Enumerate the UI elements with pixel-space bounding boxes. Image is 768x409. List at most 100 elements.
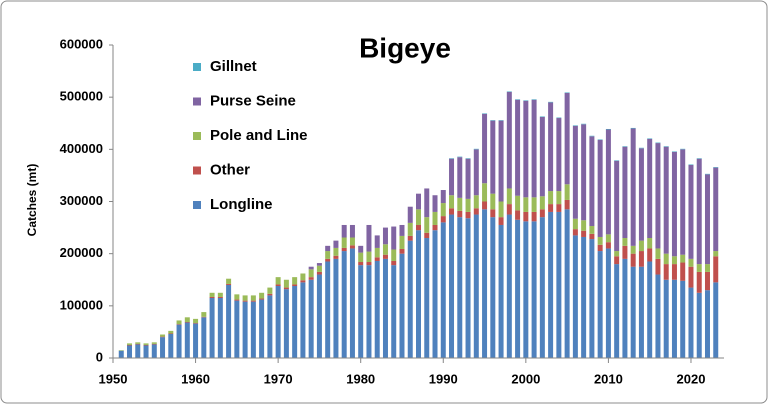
bar-segment xyxy=(391,226,397,250)
bar-segment xyxy=(432,224,438,231)
bar-segment xyxy=(704,290,710,358)
bar-segment xyxy=(688,164,694,259)
bar-segment xyxy=(391,249,397,261)
bar-segment xyxy=(399,224,405,236)
legend-label: Other xyxy=(210,161,250,178)
bar-segment xyxy=(647,261,653,358)
legend-swatch xyxy=(193,97,201,106)
bar-segment xyxy=(358,265,364,358)
bar-segment xyxy=(671,279,677,358)
bar-segment xyxy=(465,211,471,219)
bar-segment xyxy=(432,195,438,212)
bar-segment xyxy=(176,324,182,325)
bar-segment xyxy=(308,266,314,270)
bar-segment xyxy=(548,102,554,192)
bar-segment xyxy=(407,206,413,223)
bar-segment xyxy=(209,296,215,299)
bar-segment xyxy=(449,208,455,215)
bar-segment xyxy=(523,197,529,212)
bar-segment xyxy=(506,188,512,205)
bar-segment xyxy=(473,208,479,215)
legend-label: Purse Seine xyxy=(210,92,296,109)
bar-segment xyxy=(250,295,256,301)
bar-segment xyxy=(647,138,653,239)
bar-segment xyxy=(473,195,479,209)
bar-segment xyxy=(564,184,570,200)
bar-segment xyxy=(589,136,595,227)
bar-segment xyxy=(457,210,463,218)
legend-swatch xyxy=(193,166,201,175)
bar-segment xyxy=(515,99,521,100)
bar-segment xyxy=(292,286,298,358)
bar-segment xyxy=(539,209,545,218)
bar-segment xyxy=(564,199,570,210)
bar-segment xyxy=(358,262,364,266)
bar-segment xyxy=(531,221,537,358)
bar-segment xyxy=(151,342,157,344)
bar-segment xyxy=(482,113,488,114)
bar-segment xyxy=(217,298,223,358)
bar-segment xyxy=(341,247,347,252)
bar-segment xyxy=(440,190,446,204)
bar-segment xyxy=(473,149,479,196)
bar-segment xyxy=(597,139,603,237)
bar-segment xyxy=(614,256,620,265)
bar-segment xyxy=(663,146,669,147)
bar-segment xyxy=(349,248,355,358)
bar-segment xyxy=(680,148,686,150)
bar-segment xyxy=(465,158,471,199)
bar-segment xyxy=(647,248,653,262)
bar-segment xyxy=(671,256,677,265)
bar-segment xyxy=(498,120,504,202)
bar-segment xyxy=(572,229,578,236)
bar-segment xyxy=(688,258,694,267)
bar-segment xyxy=(523,221,529,358)
bar-segment xyxy=(597,236,603,245)
x-tick-label: 2020 xyxy=(677,371,706,386)
bar-segment xyxy=(374,235,380,248)
bar-segment xyxy=(713,167,719,252)
bar-segment xyxy=(572,125,578,126)
bar-segment xyxy=(242,295,248,301)
bar-segment xyxy=(399,253,405,358)
bar-segment xyxy=(523,100,529,198)
bar-segment xyxy=(292,284,298,287)
bar-segment xyxy=(168,333,174,335)
bar-segment xyxy=(160,334,166,337)
bar-segment xyxy=(160,337,166,358)
bar-segment xyxy=(605,128,611,130)
bar-segment xyxy=(581,124,587,221)
bar-segment xyxy=(275,277,281,285)
bar-segment xyxy=(226,283,232,285)
x-tick-label: 1990 xyxy=(429,371,458,386)
legend-swatch xyxy=(193,201,201,209)
bar-segment xyxy=(226,284,232,358)
bar-segment xyxy=(341,224,347,238)
bar-segment xyxy=(259,298,265,300)
bar-segment xyxy=(300,273,306,281)
bar-segment xyxy=(556,204,562,212)
bar-segment xyxy=(424,232,430,239)
bar-segment xyxy=(300,280,306,283)
bar-segment xyxy=(201,316,207,318)
y-tick-label: 600000 xyxy=(60,36,103,51)
bar-segment xyxy=(704,173,710,175)
bar-segment xyxy=(143,344,149,346)
bar-segment xyxy=(581,220,587,231)
bar-segment xyxy=(597,139,603,140)
bar-segment xyxy=(201,312,207,317)
bar-segment xyxy=(382,244,388,255)
bar-segment xyxy=(506,91,512,189)
bar-segment xyxy=(308,277,314,280)
bar-segment xyxy=(539,196,545,210)
bar-segment xyxy=(704,271,710,291)
bar-segment xyxy=(226,278,232,284)
bar-segment xyxy=(465,218,471,358)
bar-segment xyxy=(498,217,504,225)
bar-segment xyxy=(333,258,339,358)
bar-segment xyxy=(449,195,455,209)
bar-segment xyxy=(349,245,355,249)
legend-swatch xyxy=(193,132,201,140)
bar-segment xyxy=(663,146,669,254)
bar-segment xyxy=(539,116,545,197)
